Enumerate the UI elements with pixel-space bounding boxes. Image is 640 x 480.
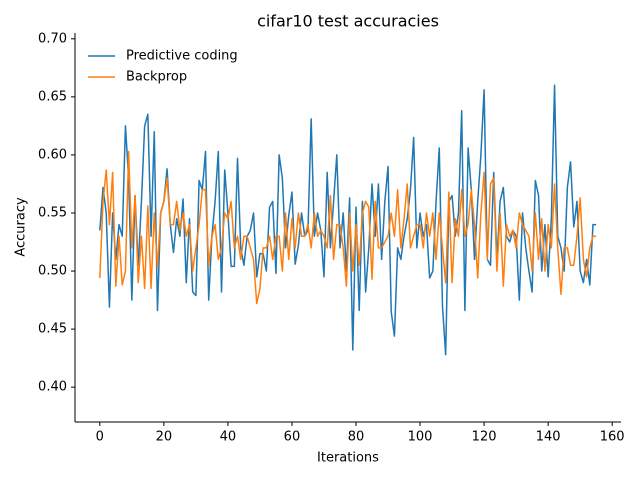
y-tick-label: 0.70	[38, 31, 67, 46]
y-tick-label: 0.65	[38, 89, 67, 104]
x-tick-label: 40	[220, 430, 237, 445]
x-tick-label: 60	[284, 430, 301, 445]
x-tick-label: 160	[600, 430, 625, 445]
legend-label: Predictive coding	[126, 49, 238, 64]
x-axis-label: Iterations	[317, 451, 379, 466]
series-line	[99, 150, 597, 305]
y-tick-label: 0.40	[38, 380, 67, 395]
x-tick-label: 140	[536, 430, 561, 445]
x-tick-label: 0	[96, 430, 104, 445]
y-tick-label: 0.45	[38, 322, 67, 337]
x-tick-label: 120	[472, 430, 497, 445]
legend-label: Backprop	[126, 70, 187, 85]
x-tick-label: 80	[348, 430, 365, 445]
y-axis-label: Accuracy	[14, 197, 29, 257]
chart-title: cifar10 test accuracies	[257, 12, 439, 31]
x-tick-label: 20	[156, 430, 173, 445]
y-tick-label: 0.50	[38, 264, 67, 279]
y-tick-label: 0.55	[38, 205, 67, 220]
x-tick-label: 100	[408, 430, 433, 445]
y-tick-label: 0.60	[38, 147, 67, 162]
